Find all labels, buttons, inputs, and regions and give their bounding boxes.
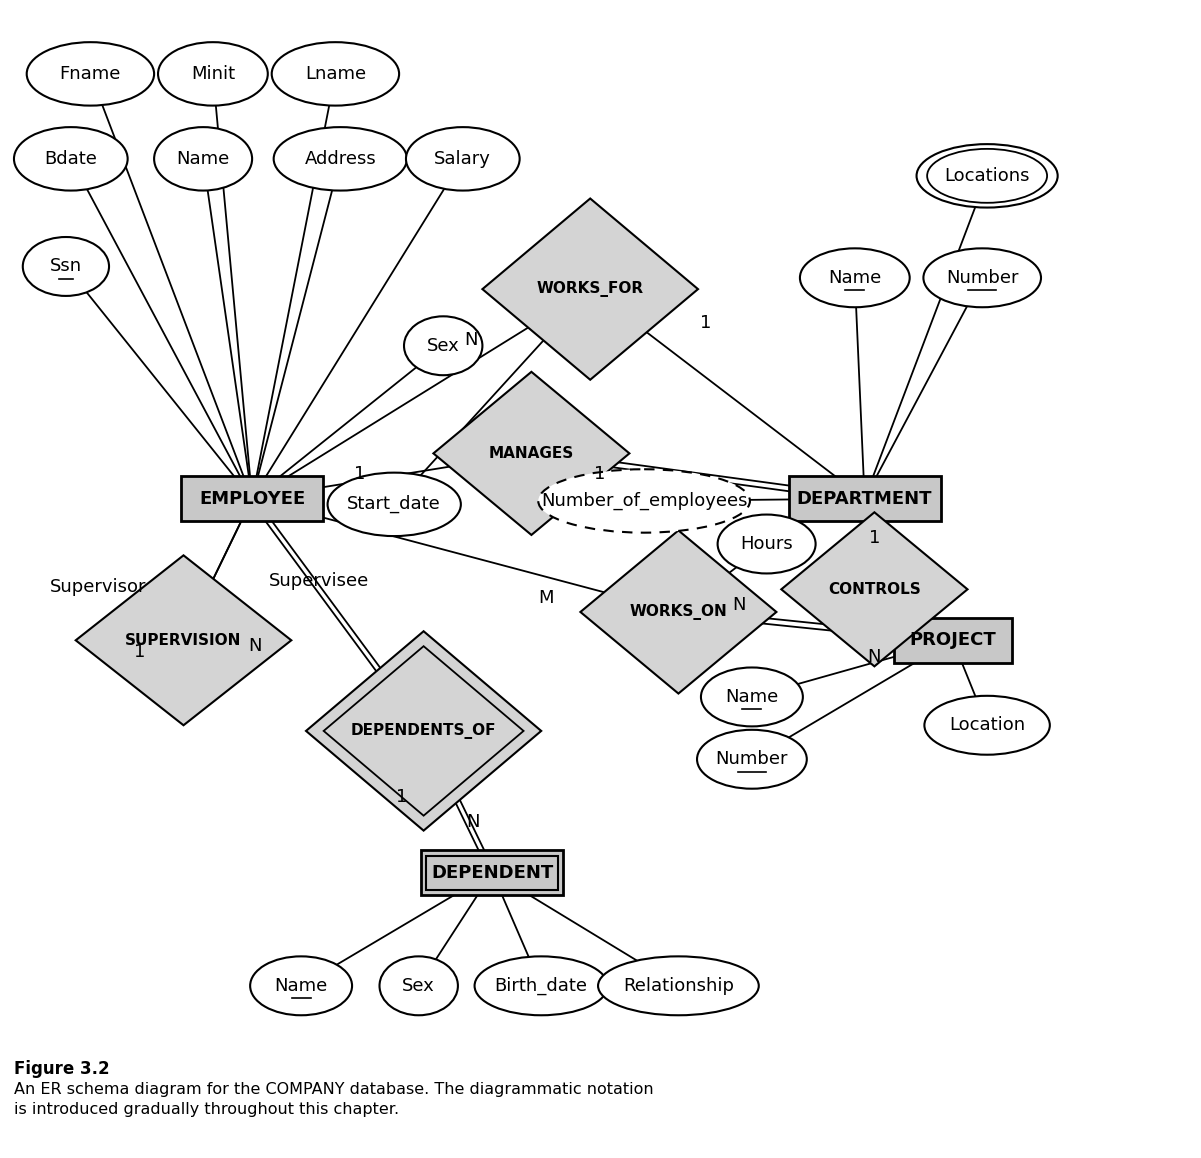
Text: N: N xyxy=(466,813,479,830)
Text: DEPENDENT: DEPENDENT xyxy=(431,864,554,881)
FancyBboxPatch shape xyxy=(789,476,940,521)
Text: Name: Name xyxy=(829,269,882,287)
Ellipse shape xyxy=(925,696,1050,755)
Text: Location: Location xyxy=(949,717,1026,734)
Text: EMPLOYEE: EMPLOYEE xyxy=(199,490,305,507)
Text: Birth_date: Birth_date xyxy=(495,976,587,995)
Ellipse shape xyxy=(404,316,483,375)
Text: Minit: Minit xyxy=(191,65,235,83)
Text: M: M xyxy=(538,589,554,608)
Polygon shape xyxy=(434,372,629,535)
Ellipse shape xyxy=(718,514,815,573)
Ellipse shape xyxy=(598,957,759,1016)
Text: 1: 1 xyxy=(594,464,605,483)
Text: Salary: Salary xyxy=(435,149,491,168)
Text: 1: 1 xyxy=(354,464,365,483)
Text: SUPERVISION: SUPERVISION xyxy=(125,632,241,647)
Text: WORKS_ON: WORKS_ON xyxy=(629,604,728,620)
Text: N: N xyxy=(733,596,746,614)
Ellipse shape xyxy=(701,667,803,726)
Polygon shape xyxy=(306,631,542,830)
Text: Name: Name xyxy=(275,977,328,995)
Text: Number: Number xyxy=(946,269,1018,287)
Text: Sex: Sex xyxy=(402,977,435,995)
Ellipse shape xyxy=(406,127,520,191)
FancyBboxPatch shape xyxy=(894,617,1011,662)
Ellipse shape xyxy=(328,472,461,536)
Text: Number: Number xyxy=(716,750,788,768)
Ellipse shape xyxy=(800,248,909,307)
Ellipse shape xyxy=(924,248,1041,307)
Ellipse shape xyxy=(916,144,1058,207)
Polygon shape xyxy=(76,556,292,725)
Text: Supervisee: Supervisee xyxy=(269,572,369,591)
Text: Figure 3.2: Figure 3.2 xyxy=(14,1060,110,1078)
Text: N: N xyxy=(867,648,882,666)
Text: 1: 1 xyxy=(396,787,407,806)
Text: 1: 1 xyxy=(700,314,711,332)
Ellipse shape xyxy=(274,127,407,191)
Ellipse shape xyxy=(697,730,807,789)
Text: WORKS_FOR: WORKS_FOR xyxy=(537,281,644,298)
Text: Lname: Lname xyxy=(305,65,366,83)
FancyBboxPatch shape xyxy=(422,850,563,895)
Ellipse shape xyxy=(23,237,109,296)
Text: 1: 1 xyxy=(868,529,880,548)
Ellipse shape xyxy=(538,469,749,533)
Text: Hours: Hours xyxy=(740,535,793,554)
Polygon shape xyxy=(483,198,698,380)
Ellipse shape xyxy=(154,127,252,191)
Text: MANAGES: MANAGES xyxy=(489,446,574,461)
Text: CONTROLS: CONTROLS xyxy=(827,581,921,596)
Text: Name: Name xyxy=(725,688,778,706)
Text: N: N xyxy=(249,637,262,655)
Text: Ssn: Ssn xyxy=(50,257,82,276)
Text: Bdate: Bdate xyxy=(44,149,97,168)
Text: PROJECT: PROJECT xyxy=(909,631,996,650)
Text: Sex: Sex xyxy=(426,337,460,354)
Text: Number_of_employees: Number_of_employees xyxy=(540,492,747,510)
Polygon shape xyxy=(580,530,776,694)
Text: DEPENDENTS_OF: DEPENDENTS_OF xyxy=(351,723,496,739)
Text: N: N xyxy=(464,331,478,349)
Ellipse shape xyxy=(271,42,399,105)
Ellipse shape xyxy=(250,957,352,1016)
Ellipse shape xyxy=(380,957,458,1016)
Text: Name: Name xyxy=(177,149,229,168)
Text: DEPARTMENT: DEPARTMENT xyxy=(796,490,932,507)
Text: 1: 1 xyxy=(133,643,145,660)
Ellipse shape xyxy=(14,127,127,191)
Ellipse shape xyxy=(26,42,154,105)
Polygon shape xyxy=(782,512,968,666)
Text: Fname: Fname xyxy=(60,65,121,83)
Text: Start_date: Start_date xyxy=(347,496,441,513)
Ellipse shape xyxy=(474,957,608,1016)
FancyBboxPatch shape xyxy=(181,476,323,521)
Text: Locations: Locations xyxy=(944,167,1030,185)
Text: Relationship: Relationship xyxy=(623,977,734,995)
Text: is introduced gradually throughout this chapter.: is introduced gradually throughout this … xyxy=(14,1102,400,1117)
Text: Supervisor: Supervisor xyxy=(50,578,147,596)
Text: Address: Address xyxy=(304,149,376,168)
Text: An ER schema diagram for the COMPANY database. The diagrammatic notation: An ER schema diagram for the COMPANY dat… xyxy=(14,1082,655,1097)
Ellipse shape xyxy=(159,42,268,105)
